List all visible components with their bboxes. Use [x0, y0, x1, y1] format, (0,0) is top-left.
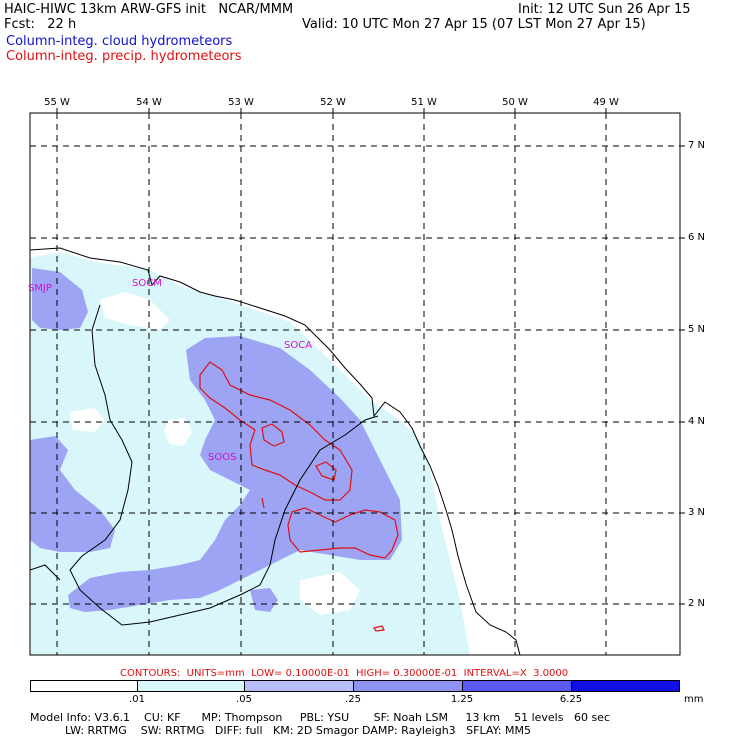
- lon-label-49w: 49 W: [593, 97, 619, 108]
- lon-label-55w: 55 W: [44, 97, 70, 108]
- colorbar-label: 1.25: [450, 694, 474, 705]
- model-info-line2: LW: RRTMG SW: RRTMG DIFF: full KM: 2D Sm…: [30, 724, 531, 737]
- colorbar-unit: mm: [684, 694, 704, 705]
- lat-label-3n: 3 N: [688, 507, 706, 518]
- colorbar-segment: [571, 680, 680, 692]
- lon-label-52w: 52 W: [320, 97, 346, 108]
- colorbar-segment: [244, 680, 354, 692]
- station-label: SOCM: [132, 278, 162, 289]
- field-label-precip: Column-integ. precip. hydrometeors: [6, 49, 242, 64]
- init-time: Init: 12 UTC Sun 26 Apr 15: [518, 2, 691, 17]
- cloud-clear-patch-3: [70, 408, 105, 432]
- precip-contour-6: [373, 625, 385, 632]
- precip-contour-3: [315, 461, 337, 481]
- lon-label-53w: 53 W: [228, 97, 254, 108]
- lat-label-4n: 4 N: [688, 416, 706, 427]
- precip-contour-4: [287, 507, 399, 559]
- cloud-shade-medium-2: [32, 268, 88, 330]
- graticule: [30, 113, 680, 655]
- colorbar-segment: [137, 680, 245, 692]
- cloud-shade-medium-1: [68, 336, 402, 612]
- axis-ticks: [56, 108, 685, 605]
- cloud-clear-patch-2: [100, 292, 170, 330]
- station-label: SOCA: [284, 340, 313, 351]
- colorbar-segment: [30, 680, 138, 692]
- plot-title: HAIC-HIWC 13km ARW-GFS init NCAR/MMM: [4, 2, 294, 17]
- border-suriname-guiana: [69, 304, 379, 626]
- contours-info: CONTOURS: UNITS=mm LOW= 0.10000E-01 HIGH…: [120, 668, 569, 679]
- colorbar-label: .01: [129, 694, 145, 705]
- cloud-shade-medium-3: [30, 436, 115, 552]
- lat-label-6n: 6 N: [688, 232, 706, 243]
- lon-label-50w: 50 W: [502, 97, 528, 108]
- border-west: [30, 564, 61, 581]
- colorbar-segment: [462, 680, 572, 692]
- lon-label-51w: 51 W: [411, 97, 437, 108]
- precip-contour-2: [261, 423, 285, 447]
- cloud-shade-medium-4: [250, 588, 278, 612]
- lat-label-2n: 2 N: [688, 598, 706, 609]
- cloud-clear-patch-1: [164, 418, 192, 446]
- colorbar-segment: [353, 680, 463, 692]
- station-label: SMJP: [28, 283, 52, 294]
- lat-label-7n: 7 N: [688, 140, 706, 151]
- coastline: [30, 247, 521, 655]
- colorbar-label: 6.25: [559, 694, 583, 705]
- map-content: [30, 113, 680, 655]
- map-frame: [29, 112, 681, 656]
- lon-label-54w: 54 W: [136, 97, 162, 108]
- lat-label-5n: 5 N: [688, 324, 706, 335]
- station-label: SOOS: [208, 452, 237, 463]
- precip-contour-5: [261, 497, 265, 509]
- colorbar-label: .05: [236, 694, 252, 705]
- colorbar-label: .25: [345, 694, 361, 705]
- forecast-hour: Fcst: 22 h: [4, 17, 77, 32]
- cloud-clear-patch-4: [300, 572, 360, 615]
- field-label-cloud: Column-integ. cloud hydrometeors: [6, 34, 233, 49]
- valid-time: Valid: 10 UTC Mon 27 Apr 15 (07 LST Mon …: [302, 17, 646, 32]
- model-info-line1: Model Info: V3.6.1 CU: KF MP: Thompson P…: [30, 711, 610, 724]
